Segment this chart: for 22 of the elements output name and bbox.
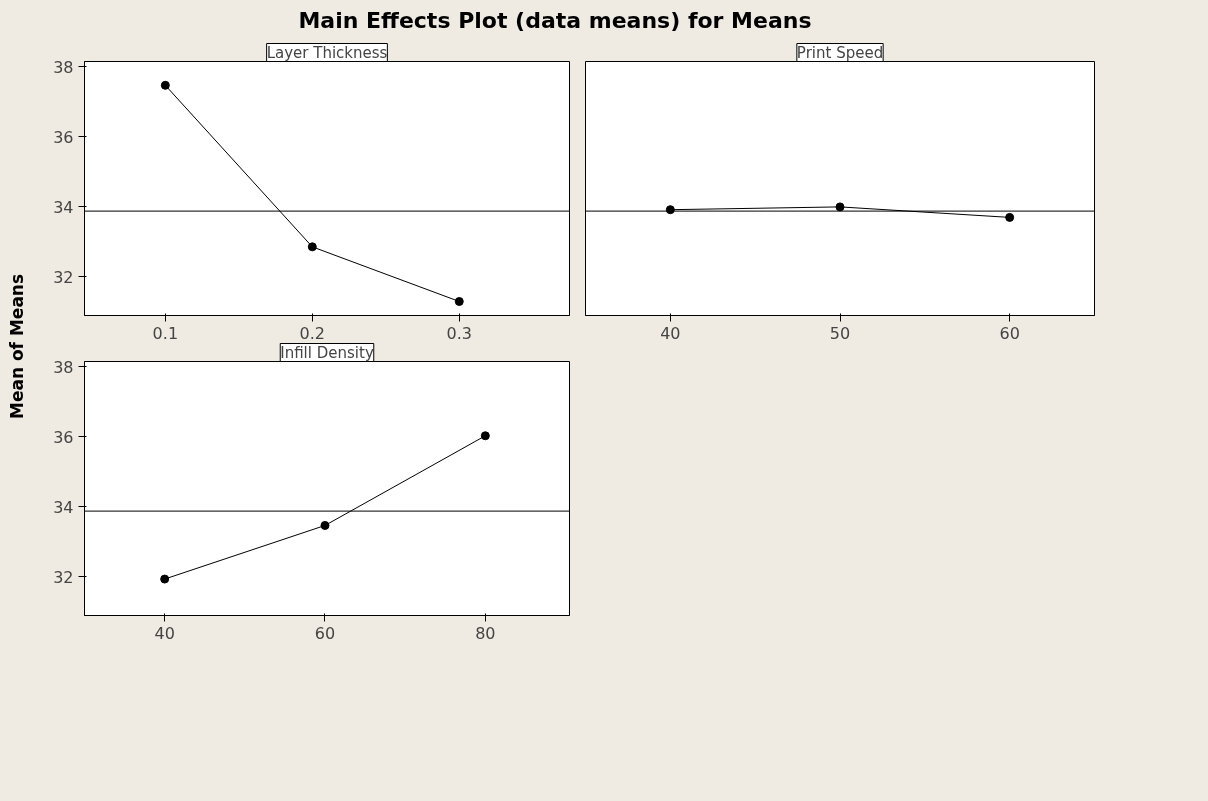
- y-tick-label: 34: [53, 198, 74, 218]
- y-tick-label: 38: [53, 58, 74, 78]
- y-tick-label: 38: [53, 358, 74, 378]
- x-tick-label: 0.2: [299, 323, 326, 343]
- chart-title: Print Speed: [796, 43, 884, 62]
- x-tick-label: 50: [829, 323, 851, 343]
- x-tick-label: 60: [999, 323, 1020, 343]
- text: Main Effects Plot (data means) for Means: [298, 7, 812, 35]
- y-tick-label: 34: [53, 498, 74, 518]
- y-axis-title: Mean of Means: [6, 273, 28, 419]
- x-tick-label: 60: [314, 623, 336, 643]
- y-tick-label: 36: [53, 128, 74, 148]
- x-tick-label: 80: [475, 623, 496, 643]
- chart-title: Infill Density: [280, 343, 374, 362]
- x-tick-label: 0.1: [152, 323, 179, 343]
- x-tick-label: 0.3: [446, 323, 472, 343]
- y-tick-label: 32: [53, 568, 74, 588]
- y-tick-label: 32: [53, 268, 74, 288]
- chart-title: Layer Thickness: [266, 43, 388, 62]
- x-tick-label: 40: [154, 623, 175, 643]
- x-tick-label: 40: [660, 323, 681, 343]
- y-tick-label: 36: [53, 428, 74, 448]
